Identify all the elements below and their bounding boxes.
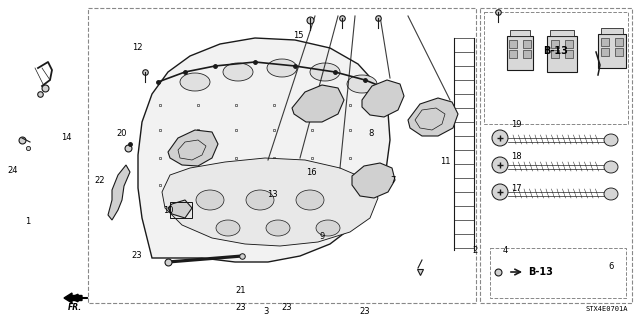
Text: 13: 13 bbox=[268, 190, 278, 199]
Text: B-13: B-13 bbox=[543, 46, 568, 56]
Text: 3: 3 bbox=[263, 307, 268, 315]
Bar bbox=[509, 50, 517, 58]
Polygon shape bbox=[292, 85, 344, 122]
Text: 8: 8 bbox=[368, 130, 373, 138]
Bar bbox=[601, 28, 623, 34]
Bar bbox=[551, 40, 559, 48]
Bar bbox=[170, 202, 192, 218]
Bar bbox=[523, 50, 531, 58]
Polygon shape bbox=[138, 38, 390, 262]
Ellipse shape bbox=[267, 59, 297, 77]
Circle shape bbox=[492, 184, 508, 200]
Bar bbox=[601, 48, 609, 56]
Text: FR.: FR. bbox=[68, 303, 82, 312]
Text: 18: 18 bbox=[511, 152, 522, 161]
Text: 12: 12 bbox=[132, 43, 143, 52]
Text: 20: 20 bbox=[116, 130, 127, 138]
Polygon shape bbox=[108, 165, 130, 220]
Text: 22: 22 bbox=[95, 176, 105, 185]
Ellipse shape bbox=[196, 190, 224, 210]
Bar bbox=[523, 40, 531, 48]
Text: 19: 19 bbox=[511, 120, 521, 129]
Bar bbox=[615, 38, 623, 46]
Ellipse shape bbox=[310, 63, 340, 81]
Ellipse shape bbox=[604, 134, 618, 146]
Ellipse shape bbox=[266, 220, 290, 236]
Bar bbox=[601, 38, 609, 46]
Text: 24: 24 bbox=[8, 166, 18, 175]
Ellipse shape bbox=[223, 63, 253, 81]
FancyArrow shape bbox=[64, 293, 82, 303]
Bar bbox=[480, 8, 632, 303]
Bar bbox=[547, 36, 577, 72]
Ellipse shape bbox=[604, 161, 618, 173]
Text: 11: 11 bbox=[440, 157, 451, 166]
Text: 16: 16 bbox=[306, 168, 317, 177]
Text: 23: 23 bbox=[236, 303, 246, 312]
Bar bbox=[510, 30, 530, 36]
Bar bbox=[88, 8, 476, 303]
Bar bbox=[550, 30, 574, 36]
Text: 21: 21 bbox=[236, 286, 246, 295]
Bar bbox=[565, 40, 573, 48]
Ellipse shape bbox=[180, 73, 210, 91]
Polygon shape bbox=[168, 130, 218, 166]
Ellipse shape bbox=[347, 75, 377, 93]
Text: 14: 14 bbox=[61, 133, 71, 142]
Polygon shape bbox=[168, 200, 192, 218]
Text: 23: 23 bbox=[131, 251, 142, 260]
Polygon shape bbox=[362, 80, 404, 117]
Ellipse shape bbox=[316, 220, 340, 236]
Ellipse shape bbox=[216, 220, 240, 236]
Bar bbox=[615, 48, 623, 56]
Bar bbox=[509, 40, 517, 48]
Text: 23: 23 bbox=[360, 307, 371, 315]
Ellipse shape bbox=[246, 190, 274, 210]
Text: 9: 9 bbox=[320, 232, 325, 241]
Polygon shape bbox=[162, 158, 378, 246]
Text: 7: 7 bbox=[390, 176, 396, 185]
Bar bbox=[484, 12, 628, 124]
Text: 15: 15 bbox=[293, 31, 303, 40]
Ellipse shape bbox=[296, 190, 324, 210]
Text: 1: 1 bbox=[26, 217, 31, 226]
Text: 6: 6 bbox=[608, 262, 613, 271]
Text: 4: 4 bbox=[503, 246, 508, 255]
Text: B-13: B-13 bbox=[528, 267, 553, 277]
Bar bbox=[490, 248, 626, 298]
Polygon shape bbox=[352, 163, 395, 198]
Text: 17: 17 bbox=[511, 184, 522, 193]
Bar bbox=[565, 50, 573, 58]
Circle shape bbox=[492, 130, 508, 146]
Ellipse shape bbox=[604, 188, 618, 200]
Text: 2: 2 bbox=[472, 246, 477, 255]
Text: 23: 23 bbox=[282, 303, 292, 312]
Bar bbox=[551, 50, 559, 58]
Text: 10: 10 bbox=[163, 206, 173, 215]
Bar bbox=[507, 36, 533, 70]
Bar bbox=[598, 34, 626, 68]
Polygon shape bbox=[408, 98, 458, 136]
Text: STX4E0701A: STX4E0701A bbox=[586, 306, 628, 312]
Circle shape bbox=[492, 157, 508, 173]
